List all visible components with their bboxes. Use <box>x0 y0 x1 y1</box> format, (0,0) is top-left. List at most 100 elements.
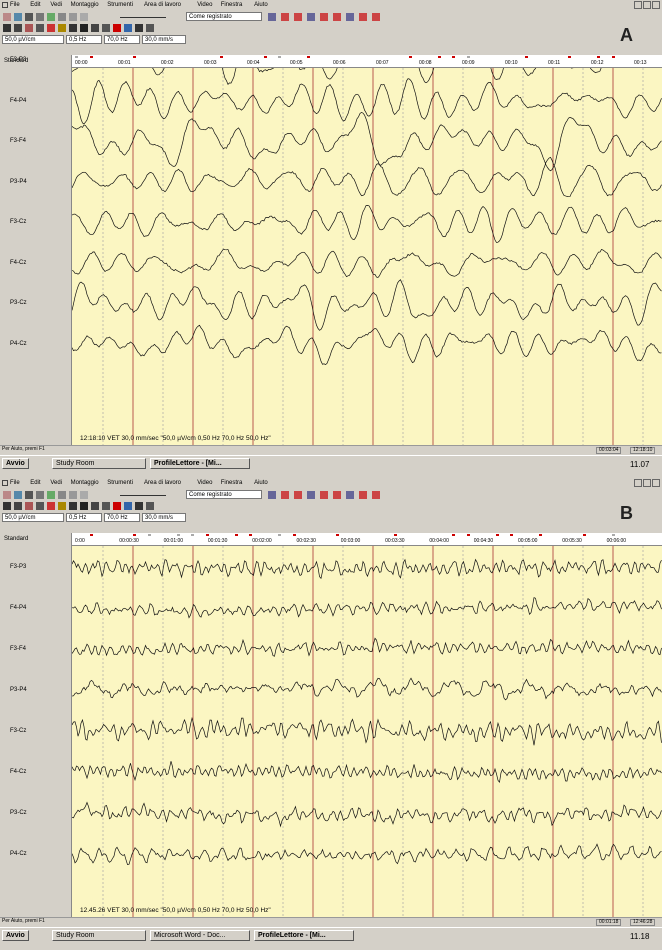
toolbar-icon[interactable] <box>47 491 55 499</box>
toolbar-icon[interactable] <box>58 24 66 32</box>
menu-item[interactable]: Aiuto <box>254 480 268 486</box>
setting-select[interactable]: 0,5 Hz <box>66 35 102 44</box>
menu-item[interactable]: Area di lavoro <box>144 480 181 486</box>
toolbar-icon[interactable] <box>58 13 66 21</box>
window-button[interactable] <box>643 1 651 9</box>
toolbar-icon[interactable] <box>3 24 11 32</box>
start-button[interactable]: Avvio <box>2 458 29 469</box>
toolbar-icon[interactable] <box>36 502 44 510</box>
start-button[interactable]: Avvio <box>2 930 29 941</box>
toolbar-icon[interactable] <box>69 24 77 32</box>
toolbar-icon[interactable] <box>281 491 289 499</box>
setting-select[interactable]: 30,0 mm/s <box>142 513 186 522</box>
menu-item[interactable]: Edit <box>30 2 40 8</box>
toolbar-icon[interactable] <box>146 24 154 32</box>
menu-item[interactable]: File <box>10 480 20 486</box>
toolbar-icon[interactable] <box>14 13 22 21</box>
montage-select[interactable]: Come registrato <box>186 12 262 21</box>
toolbar-icon[interactable] <box>268 491 276 499</box>
toolbar-icon[interactable] <box>372 491 380 499</box>
toolbar-icon[interactable] <box>91 24 99 32</box>
toolbar-icon[interactable] <box>135 502 143 510</box>
toolbar-icon[interactable] <box>36 13 44 21</box>
toolbar-icon[interactable] <box>113 502 121 510</box>
toolbar-icon[interactable] <box>307 13 315 21</box>
toolbar-icon[interactable] <box>372 13 380 21</box>
task-button[interactable]: Microsoft Word - Doc... <box>150 930 250 941</box>
toolbar-icon[interactable] <box>3 13 11 21</box>
toolbar-icon[interactable] <box>124 502 132 510</box>
toolbar-icon[interactable] <box>36 24 44 32</box>
window-button[interactable] <box>643 479 651 487</box>
toolbar-icon[interactable] <box>294 491 302 499</box>
toolbar-icon[interactable] <box>3 491 11 499</box>
menu-item[interactable]: Finestra <box>221 480 243 486</box>
setting-select[interactable]: 0,5 Hz <box>66 513 102 522</box>
toolbar-icon[interactable] <box>124 24 132 32</box>
toolbar-icon[interactable] <box>268 13 276 21</box>
toolbar-icon[interactable] <box>307 491 315 499</box>
window-button[interactable] <box>634 1 642 9</box>
window-button[interactable] <box>634 479 642 487</box>
toolbar-icon[interactable] <box>80 24 88 32</box>
window-button[interactable] <box>652 1 660 9</box>
montage-select[interactable]: Come registrato <box>186 490 262 499</box>
toolbar-icon[interactable] <box>102 502 110 510</box>
setting-select[interactable]: 70,0 Hz <box>104 35 140 44</box>
toolbar-icon[interactable] <box>25 13 33 21</box>
toolbar-icon[interactable] <box>69 13 77 21</box>
toolbar-icon[interactable] <box>25 491 33 499</box>
toolbar-icon[interactable] <box>359 13 367 21</box>
task-button[interactable]: Study Room <box>52 930 146 941</box>
menu-item[interactable]: Montaggio <box>71 2 99 8</box>
toolbar-icon[interactable] <box>146 502 154 510</box>
toolbar-icon[interactable] <box>359 491 367 499</box>
toolbar-icon[interactable] <box>113 24 121 32</box>
setting-select[interactable]: 50,0 µV/cm <box>2 35 64 44</box>
toolbar-icon[interactable] <box>320 491 328 499</box>
menu-item[interactable]: Finestra <box>221 2 243 8</box>
toolbar-icon[interactable] <box>36 491 44 499</box>
toolbar-icon[interactable] <box>58 502 66 510</box>
toolbar-icon[interactable] <box>281 13 289 21</box>
task-button[interactable]: Study Room <box>52 458 146 469</box>
toolbar-icon[interactable] <box>25 502 33 510</box>
toolbar-icon[interactable] <box>69 502 77 510</box>
toolbar-icon[interactable] <box>47 502 55 510</box>
menu-item[interactable]: Strumenti <box>107 2 133 8</box>
menu-item[interactable]: Edit <box>30 480 40 486</box>
menu-item[interactable]: Aiuto <box>254 2 268 8</box>
task-button[interactable]: ProfileLettore - [Mi... <box>150 458 250 469</box>
menu-item[interactable]: File <box>10 2 20 8</box>
toolbar-icon[interactable] <box>14 491 22 499</box>
toolbar-icon[interactable] <box>102 24 110 32</box>
toolbar-icon[interactable] <box>80 502 88 510</box>
toolbar-icon[interactable] <box>69 491 77 499</box>
toolbar-icon[interactable] <box>14 24 22 32</box>
toolbar-icon[interactable] <box>14 502 22 510</box>
toolbar-icon[interactable] <box>25 24 33 32</box>
toolbar-icon[interactable] <box>47 13 55 21</box>
menu-item[interactable]: Video <box>197 480 212 486</box>
toolbar-icon[interactable] <box>58 491 66 499</box>
toolbar-icon[interactable] <box>320 13 328 21</box>
setting-select[interactable]: 70,0 Hz <box>104 513 140 522</box>
toolbar-icon[interactable] <box>294 13 302 21</box>
toolbar-icon[interactable] <box>333 491 341 499</box>
toolbar-icon[interactable] <box>80 13 88 21</box>
toolbar-icon[interactable] <box>80 491 88 499</box>
toolbar-icon[interactable] <box>91 502 99 510</box>
menu-item[interactable]: Vedi <box>50 2 62 8</box>
menu-item[interactable]: Vedi <box>50 480 62 486</box>
setting-select[interactable]: 50,0 µV/cm <box>2 513 64 522</box>
menu-item[interactable]: Area di lavoro <box>144 2 181 8</box>
window-button[interactable] <box>652 479 660 487</box>
setting-select[interactable]: 30,0 mm/s <box>142 35 186 44</box>
toolbar-icon[interactable] <box>333 13 341 21</box>
toolbar-icon[interactable] <box>47 24 55 32</box>
menu-item[interactable]: Montaggio <box>71 480 99 486</box>
menu-item[interactable]: Strumenti <box>107 480 133 486</box>
menu-item[interactable]: Video <box>197 2 212 8</box>
task-button[interactable]: ProfileLettore - [Mi... <box>254 930 354 941</box>
toolbar-icon[interactable] <box>346 13 354 21</box>
